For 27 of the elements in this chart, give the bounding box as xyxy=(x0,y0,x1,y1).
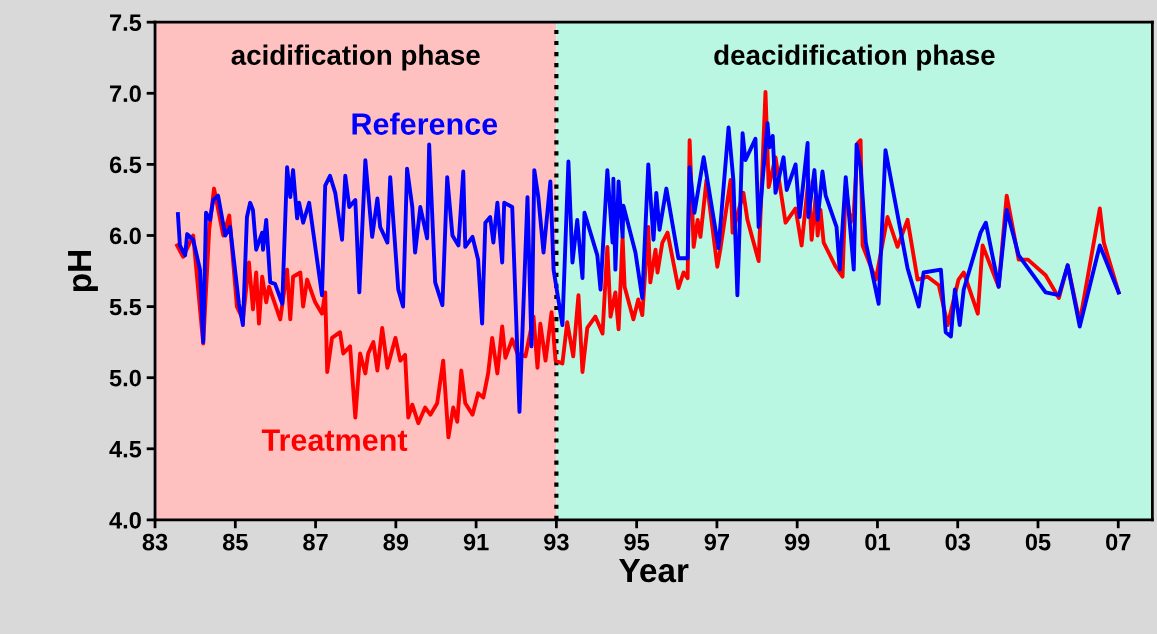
y-tick-label: 7.5 xyxy=(110,14,142,31)
x-tick-label: 93 xyxy=(544,533,569,551)
x-tick-label: 99 xyxy=(784,533,810,551)
x-tick-label: 95 xyxy=(624,533,650,551)
x-tick-label: 05 xyxy=(1025,533,1051,551)
x-tick-label: 87 xyxy=(303,533,328,551)
x-tick-label: 83 xyxy=(142,533,168,551)
x-tick-label: 07 xyxy=(1106,533,1131,551)
x-tick-label: 01 xyxy=(865,533,890,551)
x-tick-label: 89 xyxy=(383,533,409,551)
x-tick-label: 97 xyxy=(704,533,730,551)
x-axis-title: Year xyxy=(619,559,689,583)
band-label: deacidification phase xyxy=(714,44,995,71)
x-tick-label: 03 xyxy=(945,533,970,551)
y-tick-label: 5.0 xyxy=(109,369,141,387)
y-axis-title: pH xyxy=(68,251,98,292)
y-tick-label: 7.0 xyxy=(110,85,141,103)
y-tick-label: 6.0 xyxy=(109,227,141,245)
x-tick-label: 85 xyxy=(222,533,248,551)
band-label: acidification phase xyxy=(231,44,480,71)
y-tick-label: 4.0 xyxy=(109,511,141,529)
x-tick-label: 91 xyxy=(463,533,489,551)
y-tick-label: 4.5 xyxy=(109,441,142,458)
series-label: Reference xyxy=(352,112,498,135)
y-tick-label: 5.5 xyxy=(109,298,142,316)
y-tick-label: 6.5 xyxy=(109,156,142,174)
series-label: Treatment xyxy=(261,429,408,451)
